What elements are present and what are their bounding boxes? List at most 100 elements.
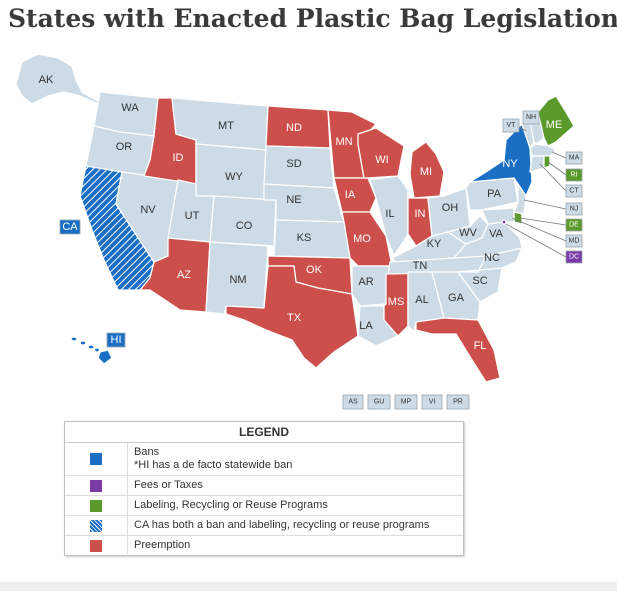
legend-label-preemption: Preemption — [134, 539, 191, 551]
label-OR: OR — [116, 141, 133, 153]
label-ME: ME — [546, 119, 563, 131]
label-IA: IA — [345, 189, 356, 201]
us-map: AK WA OR NV ID MT WY UT CO AZ NM ND SD N… — [0, 46, 617, 426]
label-SD: SD — [286, 158, 301, 170]
legend-row-labeling: Labeling, Recycling or Reuse Programs — [65, 496, 463, 516]
page-title: States with Enacted Plastic Bag Legislat… — [8, 4, 617, 33]
svg-text:RI: RI — [571, 172, 578, 179]
legend-label-ban-labeling: CA has both a ban and labeling, recyclin… — [134, 519, 430, 531]
label-AZ: AZ — [177, 269, 191, 281]
state-RI[interactable] — [543, 155, 551, 169]
label-GA: GA — [448, 292, 465, 304]
label-WI: WI — [375, 154, 388, 166]
label-MN: MN — [335, 136, 352, 148]
svg-text:MA: MA — [569, 155, 580, 162]
label-PA: PA — [487, 188, 502, 200]
state-IL[interactable] — [369, 175, 409, 257]
state-CT[interactable] — [529, 155, 545, 173]
svg-text:CA: CA — [62, 221, 78, 233]
label-UT: UT — [185, 210, 200, 222]
callout-MD — [565, 234, 583, 248]
label-VA: VA — [489, 228, 504, 240]
callout-DE — [565, 218, 583, 232]
label-WA: WA — [121, 102, 139, 114]
state-HI[interactable] — [70, 336, 113, 365]
legend-swatch-preemption — [90, 539, 102, 552]
state-AK[interactable] — [15, 53, 111, 107]
territory-GU-label: GU — [374, 399, 385, 406]
state-TX[interactable] — [225, 265, 359, 369]
legend-swatch-ban-labeling — [90, 519, 102, 532]
label-AR: AR — [358, 276, 373, 288]
legend-label-labeling: Labeling, Recycling or Reuse Programs — [134, 499, 328, 511]
svg-text:VT: VT — [507, 122, 517, 129]
legend-swatch-fees — [90, 479, 102, 492]
legend-swatch-labeling — [90, 499, 102, 512]
territory-MP-label: MP — [401, 399, 412, 406]
territory-MP — [394, 394, 418, 410]
label-OH: OH — [442, 202, 459, 214]
legend-label-ban: Bans — [134, 446, 160, 458]
label-WV: WV — [459, 227, 477, 239]
label-AL: AL — [415, 294, 428, 306]
state-MA[interactable] — [529, 143, 557, 157]
label-FL: FL — [474, 340, 487, 352]
legend-swatch-ban — [90, 453, 102, 465]
callout-MA — [565, 151, 583, 165]
label-NM: NM — [229, 274, 246, 286]
state-VA[interactable] — [453, 221, 523, 259]
legend-row-fees: Fees or Taxes — [65, 476, 463, 496]
callout-VT — [502, 118, 520, 133]
svg-text:MD: MD — [569, 238, 580, 245]
label-LA: LA — [359, 320, 373, 332]
state-AR[interactable] — [351, 265, 391, 307]
label-NC: NC — [484, 252, 500, 264]
legend-row-ban: Bans *HI has a de facto statewide ban — [65, 443, 463, 476]
bottom-bar — [0, 582, 617, 591]
territory-VI-label: VI — [429, 399, 436, 406]
callout-DC — [565, 250, 583, 264]
state-GA[interactable] — [431, 271, 481, 321]
label-IN: IN — [415, 208, 426, 220]
state-MD[interactable] — [481, 207, 515, 225]
territory-PR — [446, 394, 470, 410]
callout-HI — [106, 332, 126, 348]
label-MT: MT — [218, 120, 234, 132]
label-ID: ID — [173, 152, 184, 164]
state-NE[interactable] — [263, 183, 345, 223]
label-SC: SC — [472, 275, 487, 287]
label-MO: MO — [353, 233, 371, 245]
label-TN: TN — [413, 260, 428, 272]
label-MS: MS — [388, 296, 405, 308]
legend: LEGEND Bans *HI has a de facto statewide… — [64, 421, 464, 556]
label-KS: KS — [297, 232, 312, 244]
label-NV: NV — [140, 204, 156, 216]
legend-title: LEGEND — [65, 422, 463, 443]
legend-label-fees: Fees or Taxes — [134, 479, 203, 491]
label-MI: MI — [420, 166, 432, 178]
state-FL[interactable] — [415, 317, 501, 383]
territory-AS — [342, 394, 364, 410]
state-IA[interactable] — [333, 177, 377, 213]
callout-CT — [565, 184, 583, 198]
label-WY: WY — [225, 171, 243, 183]
callout-RI — [565, 168, 583, 182]
label-TX: TX — [287, 312, 302, 324]
callout-NH — [522, 110, 540, 125]
state-MI[interactable] — [409, 141, 445, 199]
legend-note-ban: *HI has a de facto statewide ban — [134, 459, 293, 471]
label-NE: NE — [286, 194, 301, 206]
us-map-svg: AK WA OR NV ID MT WY UT CO AZ NM ND SD N… — [15, 53, 583, 410]
label-OK: OK — [306, 264, 323, 276]
label-IL: IL — [385, 208, 394, 220]
territory-PR-label: PR — [453, 399, 463, 406]
state-callouts: CA HI VT NH MA RI CT NJ DE MD — [59, 110, 583, 348]
svg-text:NH: NH — [526, 114, 536, 121]
state-ME[interactable] — [537, 95, 575, 147]
state-KS[interactable] — [273, 219, 351, 259]
label-ND: ND — [286, 122, 302, 134]
callout-NJ — [565, 202, 583, 216]
state-DC[interactable] — [501, 219, 507, 225]
state-WI[interactable] — [357, 127, 405, 179]
svg-text:NJ: NJ — [570, 206, 579, 213]
